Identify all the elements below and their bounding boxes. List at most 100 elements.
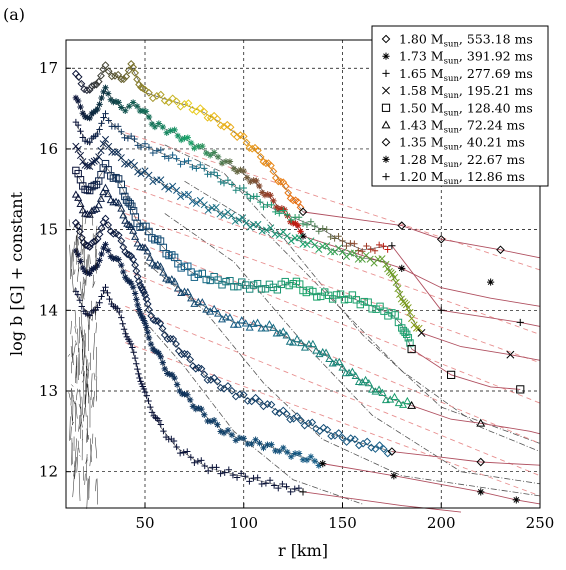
series-marker	[391, 311, 399, 319]
series-marker	[308, 339, 317, 348]
series-marker	[201, 462, 208, 470]
series-marker	[114, 305, 121, 312]
series-marker	[304, 339, 313, 348]
series-marker	[270, 197, 277, 205]
series-marker	[275, 484, 282, 492]
series-marker	[239, 390, 248, 399]
series-marker	[165, 155, 172, 162]
series-marker	[210, 417, 218, 424]
series-inner-line	[75, 221, 392, 452]
series-marker	[173, 443, 180, 451]
series-marker	[118, 261, 125, 269]
series-marker	[230, 165, 238, 172]
series-marker	[155, 417, 163, 424]
series-marker	[141, 140, 149, 147]
series-marker	[86, 114, 93, 122]
series-marker	[220, 122, 228, 131]
series-marker	[280, 207, 287, 214]
series-marker	[351, 371, 360, 380]
series-marker	[131, 290, 139, 297]
series-marker	[163, 129, 170, 136]
series-marker	[195, 404, 202, 412]
series-marker	[214, 421, 221, 428]
series-marker	[114, 231, 123, 240]
series-marker	[138, 286, 147, 294]
series-marker	[338, 363, 347, 371]
series-marker	[381, 120, 391, 129]
series-marker	[90, 181, 98, 190]
series-marker	[133, 296, 140, 303]
series-marker	[94, 304, 101, 311]
series-0	[71, 60, 541, 259]
series-marker	[97, 224, 106, 232]
series-marker	[367, 246, 374, 253]
plot-frame	[65, 39, 541, 509]
series-marker	[172, 97, 181, 106]
series-marker	[76, 151, 85, 160]
series-marker	[268, 201, 275, 209]
series-marker	[129, 226, 138, 234]
series-marker	[399, 400, 408, 408]
series-marker	[143, 324, 150, 331]
dashed-guide-line	[125, 305, 541, 477]
series-marker	[303, 221, 311, 229]
series-marker	[194, 270, 203, 279]
series-marker	[131, 69, 140, 77]
series-marker	[262, 480, 270, 487]
series-marker	[167, 275, 176, 283]
y-axis-label: log b [G] + constant	[7, 191, 26, 356]
series-marker	[109, 198, 118, 206]
legend-sub: sun	[444, 40, 460, 50]
series-marker	[332, 291, 341, 299]
series-marker	[120, 268, 127, 276]
series-marker	[296, 338, 306, 347]
series-marker	[236, 434, 243, 442]
legend-item: 1.73 Msun, 391.92 ms	[382, 49, 533, 67]
legend: 1.80 Msun, 553.18 ms1.73 Msun, 391.92 ms…	[371, 25, 549, 187]
legend-label: 1.58 Msun, 195.21 ms	[399, 83, 533, 101]
series-marker	[195, 143, 202, 150]
series-marker	[267, 224, 275, 232]
series-marker	[134, 301, 141, 309]
series-marker	[214, 172, 221, 179]
series-marker	[348, 291, 357, 299]
series-marker	[220, 179, 228, 187]
series-marker	[127, 252, 136, 261]
series-8	[72, 284, 462, 513]
series-7	[72, 241, 541, 505]
series-marker	[375, 441, 384, 450]
series-marker	[279, 480, 286, 488]
legend-time: , 391.92 ms	[459, 49, 533, 64]
series-marker	[126, 199, 134, 208]
series-marker	[173, 186, 181, 194]
series-marker	[315, 349, 324, 358]
legend-sub: sun	[444, 91, 460, 101]
series-marker	[131, 261, 140, 270]
series-marker	[350, 435, 359, 444]
series-marker	[100, 287, 107, 294]
legend-item: 1.50 Msun, 128.40 ms	[381, 100, 533, 118]
series-marker	[351, 240, 358, 247]
series-marker	[122, 107, 129, 114]
y-tick-label: 16	[39, 140, 58, 158]
series-marker	[109, 229, 118, 238]
series-marker	[149, 149, 157, 157]
series-marker	[200, 107, 209, 116]
series-marker	[216, 210, 224, 218]
series-marker	[167, 127, 174, 134]
series-marker	[323, 425, 332, 434]
series-outer-line	[302, 491, 462, 513]
series-marker	[74, 73, 83, 81]
series-marker	[253, 193, 261, 200]
series-marker	[384, 246, 391, 253]
series-marker	[88, 158, 96, 166]
series-marker	[218, 159, 226, 167]
series-marker	[137, 170, 145, 178]
series-marker	[171, 126, 178, 134]
series-marker	[148, 409, 156, 416]
series-marker	[390, 273, 399, 282]
series-marker	[222, 158, 230, 165]
series-marker	[184, 190, 193, 198]
series-marker	[147, 340, 155, 348]
